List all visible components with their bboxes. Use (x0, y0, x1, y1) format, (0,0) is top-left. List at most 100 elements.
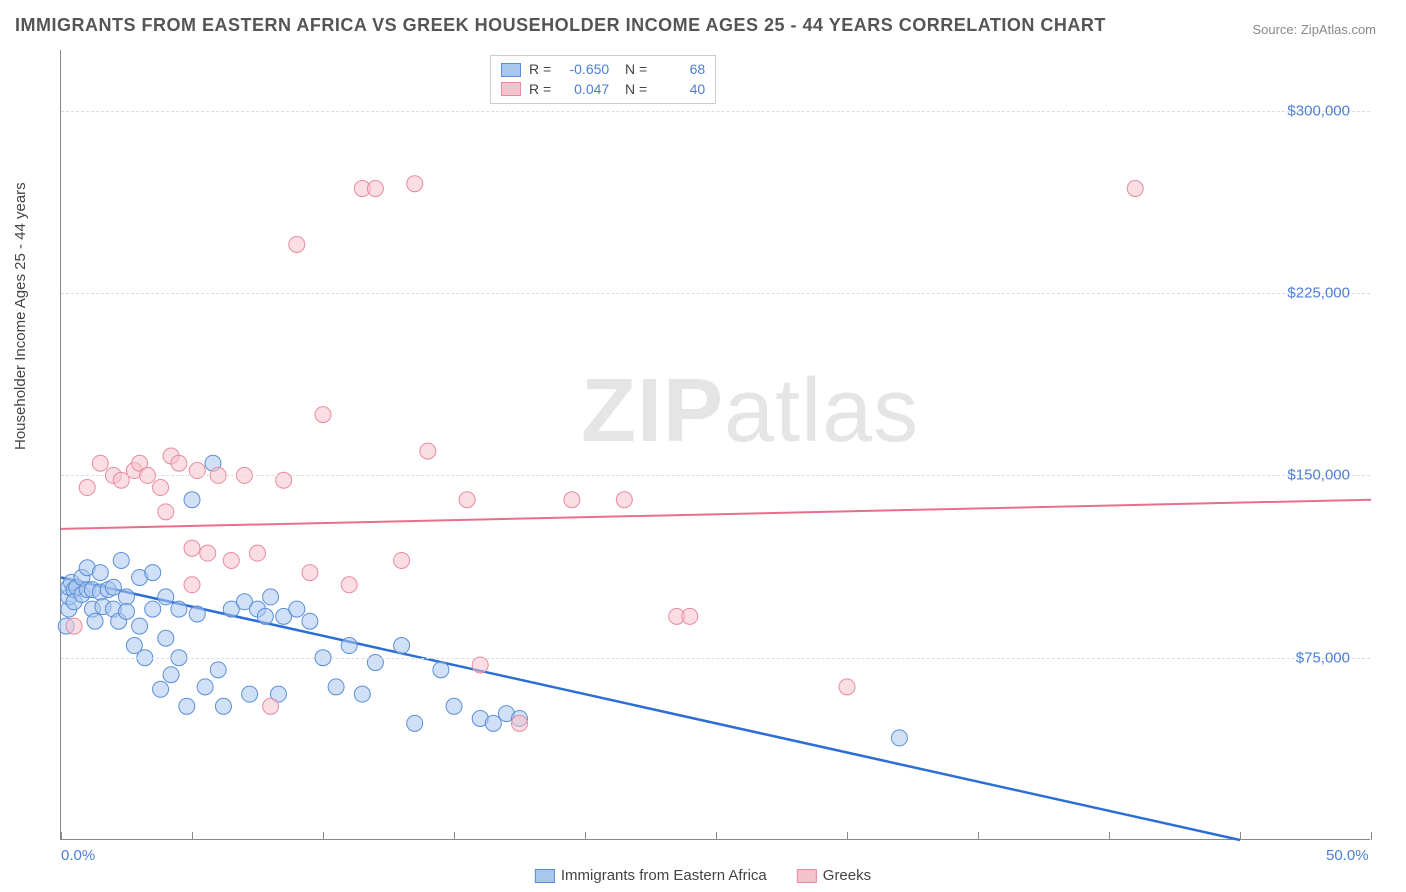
data-point (315, 407, 331, 423)
stat-n-value: 40 (655, 80, 705, 100)
gridline (61, 658, 1370, 659)
legend-item: Greeks (797, 867, 871, 884)
x-tick (978, 832, 979, 840)
stats-legend-row: R = -0.650 N = 68 (501, 60, 705, 80)
data-point (257, 608, 273, 624)
data-point (616, 492, 632, 508)
data-point (367, 181, 383, 197)
y-tick-label: $150,000 (1287, 467, 1350, 484)
plot-area: ZIPatlas $75,000$150,000$225,000$300,000… (60, 50, 1370, 840)
x-tick (1371, 832, 1372, 840)
data-point (171, 455, 187, 471)
stat-r-value: -0.650 (559, 60, 609, 80)
data-point (184, 577, 200, 593)
data-point (433, 662, 449, 678)
data-point (839, 679, 855, 695)
data-point (302, 613, 318, 629)
data-point (87, 613, 103, 629)
data-point (189, 606, 205, 622)
x-tick (847, 832, 848, 840)
data-point (145, 601, 161, 617)
data-point (158, 589, 174, 605)
data-point (485, 715, 501, 731)
x-tick (61, 832, 62, 840)
legend-swatch (501, 82, 521, 96)
stat-r-value: 0.047 (559, 80, 609, 100)
data-point (250, 545, 266, 561)
x-tick-label: 50.0% (1326, 847, 1369, 864)
chart-title: IMMIGRANTS FROM EASTERN AFRICA VS GREEK … (15, 15, 1106, 36)
stat-n-label: N = (617, 80, 647, 100)
legend-swatch (501, 63, 521, 77)
data-point (394, 552, 410, 568)
y-tick-label: $75,000 (1296, 649, 1350, 666)
stat-n-value: 68 (655, 60, 705, 80)
legend-swatch (535, 869, 555, 883)
data-point (263, 589, 279, 605)
data-point (446, 698, 462, 714)
data-point (564, 492, 580, 508)
y-tick-label: $225,000 (1287, 285, 1350, 302)
data-point (79, 480, 95, 496)
data-point (242, 686, 258, 702)
data-point (341, 638, 357, 654)
data-point (92, 455, 108, 471)
data-point (153, 681, 169, 697)
x-tick (323, 832, 324, 840)
data-point (407, 176, 423, 192)
data-point (171, 601, 187, 617)
data-point (302, 565, 318, 581)
bottom-legend: Immigrants from Eastern Africa Greeks (535, 867, 871, 884)
stats-legend: R = -0.650 N = 68R = 0.047 N = 40 (490, 55, 716, 104)
stat-r-label: R = (529, 60, 551, 80)
data-point (119, 604, 135, 620)
data-point (158, 630, 174, 646)
data-point (289, 236, 305, 252)
data-point (179, 698, 195, 714)
data-point (394, 638, 410, 654)
data-point (200, 545, 216, 561)
data-point (184, 492, 200, 508)
gridline (61, 293, 1370, 294)
y-tick-label: $300,000 (1287, 102, 1350, 119)
data-point (119, 589, 135, 605)
data-point (163, 667, 179, 683)
data-point (354, 686, 370, 702)
data-point (341, 577, 357, 593)
x-tick (454, 832, 455, 840)
legend-label: Immigrants from Eastern Africa (561, 867, 767, 884)
data-point (512, 715, 528, 731)
data-point (223, 552, 239, 568)
trend-line (61, 500, 1371, 529)
chart-svg (61, 50, 1370, 839)
trend-line (61, 577, 1240, 840)
gridline (61, 475, 1370, 476)
data-point (1127, 181, 1143, 197)
legend-label: Greeks (823, 867, 871, 884)
source-attribution: Source: ZipAtlas.com (1252, 22, 1376, 37)
data-point (105, 579, 121, 595)
data-point (263, 698, 279, 714)
stat-r-label: R = (529, 80, 551, 100)
data-point (197, 679, 213, 695)
data-point (891, 730, 907, 746)
legend-item: Immigrants from Eastern Africa (535, 867, 767, 884)
x-tick (192, 832, 193, 840)
data-point (328, 679, 344, 695)
data-point (132, 618, 148, 634)
x-tick-label: 0.0% (61, 847, 95, 864)
x-tick (1240, 832, 1241, 840)
data-point (459, 492, 475, 508)
data-point (472, 657, 488, 673)
data-point (210, 662, 226, 678)
data-point (145, 565, 161, 581)
data-point (153, 480, 169, 496)
x-tick (716, 832, 717, 840)
data-point (113, 552, 129, 568)
data-point (92, 565, 108, 581)
x-tick (585, 832, 586, 840)
stats-legend-row: R = 0.047 N = 40 (501, 80, 705, 100)
data-point (289, 601, 305, 617)
data-point (682, 608, 698, 624)
data-point (215, 698, 231, 714)
